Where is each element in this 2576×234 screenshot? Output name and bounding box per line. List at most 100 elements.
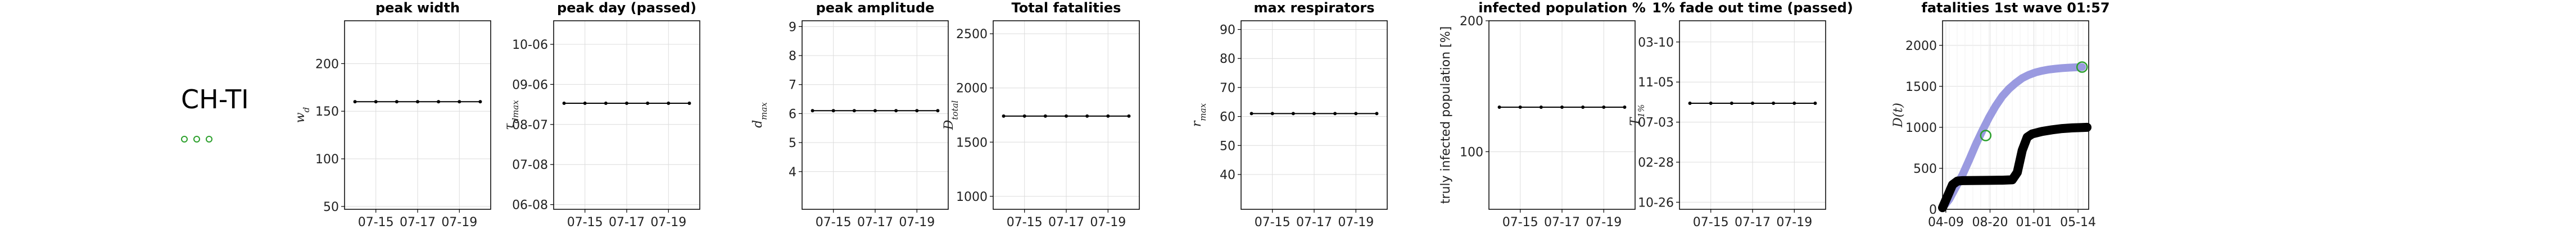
data-point (1249, 112, 1253, 116)
data-point (562, 102, 566, 105)
y-tick-label: 07-08 (512, 158, 548, 172)
data-point (1270, 112, 1274, 116)
x-tick-label: 07-19 (899, 215, 935, 230)
series-line-model (1939, 63, 2086, 212)
chart-3: 1000 1500 2000 2500 07-15 07-17 07-19 Total fat… (942, 0, 1140, 230)
data-point (852, 109, 856, 113)
x-tick-label: 08-20 (1972, 215, 2008, 230)
plot-frame (344, 20, 491, 210)
plot-frame (553, 20, 700, 210)
x-tick-label: 07-19 (1776, 215, 1812, 230)
region-marker-dot (181, 136, 188, 143)
data-point (478, 100, 482, 104)
data-point (646, 102, 650, 105)
data-point (1560, 105, 1564, 109)
data-point (1002, 114, 1006, 118)
chart-1: 06-08 07-08 08-07 09-06 10-06 07-15 07-17 07-19… (502, 0, 700, 230)
plot-frame (993, 20, 1140, 210)
y-tick-label: 4 (789, 166, 796, 180)
highlight-marker (1980, 130, 1992, 141)
y-tick-label: 2000 (956, 82, 988, 96)
y-tick-label: 200 (315, 57, 339, 71)
chart-title: peak width (375, 0, 460, 16)
plot-frame (1241, 20, 1388, 210)
data-point (1539, 105, 1543, 109)
y-tick-label: 5 (789, 136, 796, 150)
y-tick-label: 09-06 (512, 78, 548, 92)
data-point (936, 109, 940, 113)
y-tick-label: 200 (1460, 15, 1483, 29)
chart-title: max respirators (1254, 0, 1375, 16)
data-point (1518, 105, 1522, 109)
data-point (416, 100, 419, 104)
y-tick-label: 90 (1220, 24, 1235, 38)
data-point (915, 109, 919, 113)
y-tick-label: 1000 (956, 190, 988, 204)
x-tick-label: 07-15 (1007, 215, 1043, 230)
data-point (625, 102, 628, 105)
chart-title: peak day (passed) (557, 0, 696, 16)
y-tick-label: 150 (315, 105, 339, 119)
chart-title: infected population % (1478, 0, 1646, 16)
data-point (811, 109, 814, 113)
data-point (1813, 102, 1817, 105)
x-tick-label: 07-17 (400, 215, 436, 230)
y-tick-label: 100 (315, 153, 339, 167)
data-point (894, 109, 898, 113)
x-tick-label: 07-15 (1693, 215, 1729, 230)
y-tick-label: 1000 (1905, 121, 1937, 135)
data-point (1688, 102, 1692, 105)
x-tick-label: 04-09 (1928, 215, 1964, 230)
data-point (437, 100, 441, 104)
y-tick-label: 8 (789, 49, 796, 63)
x-tick-label: 07-19 (1090, 215, 1126, 230)
x-tick-label: 07-19 (1586, 215, 1622, 230)
data-point (604, 102, 608, 105)
x-tick-label: 07-17 (1296, 215, 1332, 230)
data-point (831, 109, 835, 113)
y-tick-label: 2500 (956, 27, 988, 42)
data-point (1354, 112, 1358, 116)
data-point (1022, 114, 1026, 118)
data-point (1730, 102, 1733, 105)
data-point (1043, 114, 1047, 118)
x-tick-label: 07-17 (1735, 215, 1771, 230)
y-tick-label: 07-03 (1638, 116, 1674, 130)
y-tick-label: 1500 (1905, 80, 1937, 94)
region-marker-dot (193, 136, 200, 143)
plot-frame (802, 20, 949, 210)
data-point (1127, 114, 1131, 118)
x-tick-label: 07-19 (1338, 215, 1374, 230)
chart-4: 40 50 60 70 80 90 07-15 07-17 07-19 max respirato… (1190, 0, 1388, 230)
data-point (353, 100, 357, 104)
x-tick-label: 07-19 (441, 215, 477, 230)
x-tick-label: 07-15 (358, 215, 394, 230)
data-point (1375, 112, 1379, 116)
plot-frame (1942, 20, 2089, 210)
data-point (583, 102, 587, 105)
data-point (1602, 105, 1606, 109)
y-axis-label: τdmax (502, 100, 520, 130)
data-point (1772, 102, 1776, 105)
chart-title: peak amplitude (816, 0, 935, 16)
y-tick-label: 60 (1220, 111, 1235, 125)
y-tick-label: 1500 (956, 136, 988, 150)
y-tick-label: 70 (1220, 81, 1235, 95)
data-point (1623, 105, 1627, 109)
x-tick-label: 07-17 (1544, 215, 1580, 230)
data-point (1312, 112, 1316, 116)
chart-6: 10-26 02-28 07-03 11-05 03-10 07-15 07-17 07-19… (1628, 0, 1853, 230)
y-tick-label: 02-28 (1638, 156, 1674, 170)
region-marker-dots (181, 136, 212, 143)
region-label: CH-TI (181, 84, 249, 114)
data-point (1751, 102, 1754, 105)
data-point (1792, 102, 1796, 105)
chart-title: fatalities 1st wave 01:57 (1921, 0, 2109, 16)
y-axis-label: Dtotal (942, 100, 960, 131)
data-point (458, 100, 461, 104)
y-tick-label: 06-08 (512, 199, 548, 213)
y-tick-label: 11-05 (1638, 76, 1674, 90)
data-point (1581, 105, 1585, 109)
y-tick-label: 100 (1460, 145, 1483, 159)
